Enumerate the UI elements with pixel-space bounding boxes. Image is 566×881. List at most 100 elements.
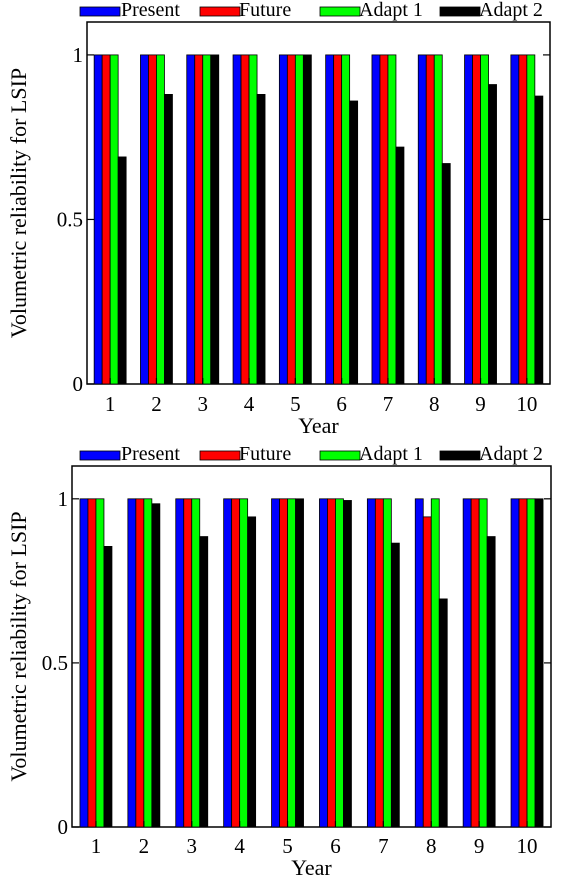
- bar-adapt-2-year-4: [256, 94, 266, 385]
- bar-adapt-2-year-10: [534, 498, 544, 828]
- bar-adapt-2-year-2: [164, 94, 173, 385]
- bar-adapt-2-year-5: [295, 498, 304, 828]
- bar-adapt-1-year-2: [143, 498, 153, 828]
- x-tick-label: 10: [516, 392, 537, 416]
- bar-future-year-1: [87, 498, 97, 828]
- bar-adapt-2-year-8: [441, 163, 451, 385]
- x-tick-label: 6: [330, 834, 341, 858]
- legend-swatch-adapt-2: [439, 6, 481, 17]
- bar-adapt-2-year-2: [151, 503, 161, 828]
- y-axis-label: Volumetric reliability for LSIP: [6, 511, 31, 781]
- bar-future-year-2: [135, 498, 145, 828]
- x-tick-label: 1: [105, 392, 116, 416]
- bar-adapt-1-year-9: [480, 54, 489, 385]
- legend-label-adapt-1: Adapt 1: [359, 0, 423, 21]
- bar-present-year-3: [186, 54, 196, 385]
- bar-future-year-1: [101, 54, 111, 385]
- bar-adapt-1-year-8: [430, 498, 440, 828]
- x-tick-label: 2: [139, 834, 150, 858]
- bar-adapt-1-year-2: [156, 54, 165, 385]
- bar-adapt-2-year-10: [534, 95, 544, 385]
- bar-adapt-1-year-8: [433, 54, 443, 385]
- bar-present-year-10: [510, 54, 520, 385]
- legend-label-adapt-2: Adapt 2: [479, 443, 543, 465]
- plot-frame: [71, 465, 552, 828]
- y-tick-label: 0: [73, 372, 84, 396]
- bar-adapt-2-year-1: [117, 156, 127, 385]
- legend-swatch-adapt-2: [439, 450, 481, 461]
- bar-future-year-5: [279, 498, 288, 828]
- bar-adapt-1-year-1: [95, 498, 105, 828]
- bar-adapt-2-year-9: [488, 84, 497, 385]
- bar-present-year-2: [140, 54, 149, 385]
- bar-adapt-1-year-6: [335, 498, 344, 828]
- bar-future-year-9: [472, 54, 481, 385]
- bar-present-year-9: [464, 54, 473, 385]
- y-tick-label: 0.5: [57, 207, 83, 231]
- reliability-chart-bottom: 0 0.5 1 1 2 3 4 5 6 7 8 9 10 Year Volumetric reliabili…: [6, 443, 552, 880]
- bar-present-year-1: [93, 54, 103, 385]
- bar-adapt-2-year-6: [349, 100, 359, 385]
- legend-swatch-adapt-1: [319, 6, 361, 17]
- bar-adapt-2-year-4: [247, 516, 257, 828]
- legend-swatch-present: [79, 6, 121, 17]
- bar-future-year-3: [194, 54, 204, 385]
- x-tick-label: 5: [282, 834, 293, 858]
- reliability-chart-top: 0 0.5 1 1 2 3 4 5 6 7 8 9 10 Year Volumetric reliabili…: [6, 0, 551, 438]
- y-tick-label: 1: [73, 43, 84, 67]
- bar-future-year-4: [240, 54, 250, 385]
- bar-future-year-6: [327, 498, 336, 828]
- y-tick-label: 0: [58, 815, 69, 839]
- bar-future-year-4: [231, 498, 241, 828]
- x-tick-label: 8: [429, 392, 440, 416]
- x-tick-label: 3: [187, 834, 198, 858]
- x-axis-label: Year: [291, 855, 332, 880]
- bar-present-year-7: [371, 54, 381, 385]
- bar-future-year-2: [148, 54, 157, 385]
- bar-adapt-1-year-3: [191, 498, 201, 828]
- bar-adapt-1-year-7: [387, 54, 397, 385]
- legend-swatch-future: [199, 450, 241, 461]
- legend-label-adapt-1: Adapt 1: [359, 443, 423, 465]
- y-tick-label: 0.5: [42, 651, 68, 675]
- plot-frame: [86, 21, 551, 385]
- legend-label-present: Present: [121, 0, 180, 21]
- bar-adapt-1-year-6: [341, 54, 351, 385]
- bar-adapt-1-year-7: [382, 498, 392, 828]
- bar-adapt-2-year-3: [210, 54, 220, 385]
- bar-adapt-1-year-4: [239, 498, 249, 828]
- x-axis-label: Year: [298, 413, 339, 438]
- bar-present-year-7: [366, 498, 376, 828]
- y-tick-label: 1: [58, 487, 69, 511]
- bar-present-year-5: [271, 498, 280, 828]
- bar-present-year-2: [127, 498, 137, 828]
- bar-adapt-2-year-5: [302, 54, 312, 385]
- bar-adapt-2-year-3: [199, 536, 209, 828]
- bar-future-year-8: [425, 54, 435, 385]
- bar-adapt-2-year-1: [103, 546, 113, 828]
- legend-label-present: Present: [121, 443, 180, 465]
- x-tick-label: 1: [91, 834, 102, 858]
- bar-future-year-10: [518, 54, 528, 385]
- bar-present-year-4: [223, 498, 233, 828]
- bar-future-year-6: [333, 54, 343, 385]
- bar-adapt-2-year-9: [486, 536, 496, 828]
- x-tick-label: 5: [290, 392, 301, 416]
- bar-present-year-3: [175, 498, 185, 828]
- bar-present-year-6: [325, 54, 335, 385]
- x-tick-label: 10: [517, 834, 538, 858]
- bar-present-year-8: [414, 498, 424, 828]
- x-tick-label: 7: [378, 834, 389, 858]
- bar-adapt-1-year-4: [248, 54, 258, 385]
- bar-adapt-1-year-10: [526, 54, 536, 385]
- legend-swatch-future: [199, 6, 241, 17]
- bar-adapt-1-year-10: [526, 498, 536, 828]
- legend-swatch-adapt-1: [319, 450, 361, 461]
- x-tick-label: 2: [151, 392, 162, 416]
- bar-present-year-4: [232, 54, 242, 385]
- bar-adapt-1-year-5: [287, 498, 296, 828]
- bar-future-year-8: [422, 516, 432, 828]
- bar-present-year-8: [417, 54, 427, 385]
- bar-present-year-1: [79, 498, 89, 828]
- x-tick-label: 3: [198, 392, 209, 416]
